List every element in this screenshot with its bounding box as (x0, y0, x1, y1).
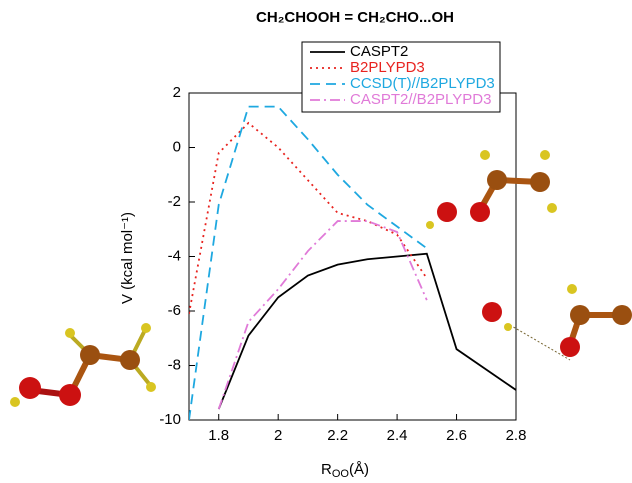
y-tick-label: -2 (168, 193, 181, 210)
series-line (217, 220, 428, 410)
x-label-unit: (Å) (349, 461, 369, 478)
plot-area: 1.8 2 2.2 2.4 2.6 2.8 2 0 -2 -4 -6 -8 -10 (159, 84, 526, 444)
legend-label: B2PLYPD3 (350, 59, 425, 76)
legend-label: CASPT2 (350, 43, 408, 60)
x-tick-label: 1.8 (208, 427, 229, 444)
y-axis-label: V (kcal mol⁻¹) (119, 212, 136, 304)
x-label-sub: OO (332, 468, 350, 480)
series-line (217, 252, 516, 410)
x-tick-label: 2.8 (506, 427, 527, 444)
series-line (189, 105, 428, 420)
series (217, 220, 428, 410)
y-tick-label: -10 (159, 411, 181, 428)
series (189, 105, 428, 420)
molecule-mid (426, 150, 557, 229)
plot-frame (188, 92, 517, 421)
y-tick-label: -8 (168, 356, 181, 373)
x-tick-label: 2 (274, 427, 282, 444)
chart-title: CH₂CHOOH = CH₂CHO...OH (256, 9, 454, 26)
x-axis-label: ROO(Å) (321, 461, 369, 480)
x-label-main: R (321, 461, 332, 478)
legend: CASPT2B2PLYPD3CCSD(T)//B2PLYPD3CASPT2//B… (301, 41, 501, 113)
x-tick-label: 2.4 (387, 427, 408, 444)
molecule-right (482, 284, 632, 361)
y-tick-label: -4 (168, 247, 181, 264)
y-tick-label: -6 (168, 302, 181, 319)
x-tick-label: 2.2 (327, 427, 348, 444)
series (189, 121, 428, 314)
y-tick-label: 2 (173, 84, 181, 101)
x-tick-label: 2.6 (446, 427, 467, 444)
series (217, 252, 516, 410)
series-line (189, 121, 428, 314)
molecule-left (10, 323, 156, 407)
legend-label: CASPT2//B2PLYPD3 (350, 91, 491, 108)
y-tick-label: 0 (173, 138, 181, 155)
legend-label: CCSD(T)//B2PLYPD3 (350, 75, 495, 92)
